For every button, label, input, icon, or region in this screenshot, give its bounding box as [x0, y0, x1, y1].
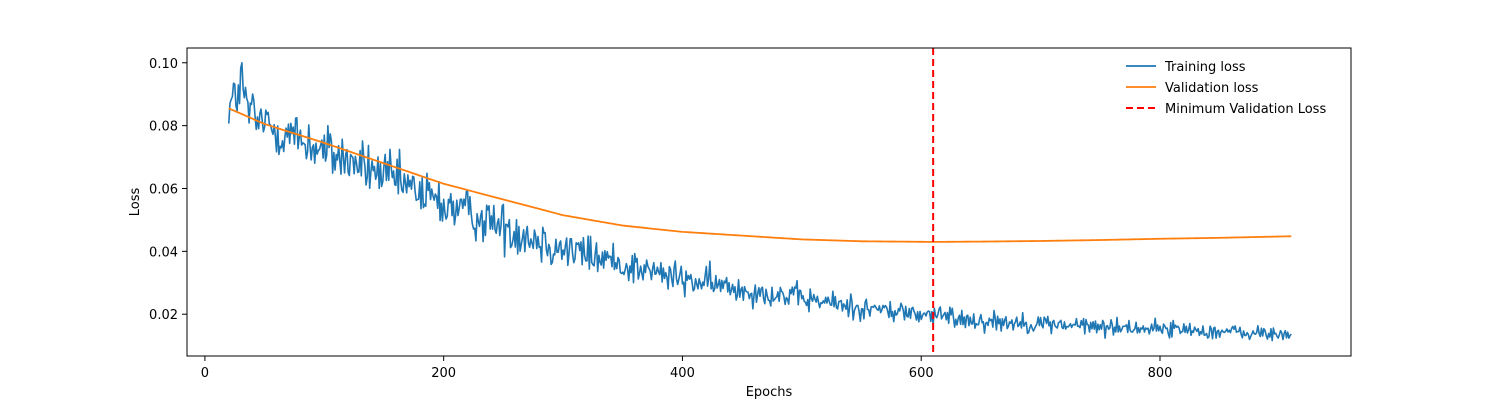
- x-tick-label: 400: [670, 366, 695, 381]
- y-axis-label: Loss: [128, 188, 143, 217]
- x-axis-label: Epochs: [746, 385, 793, 400]
- plot-area: [227, 48, 1292, 356]
- validation-loss-line: [228, 107, 1292, 243]
- legend: Training loss Validation loss Minimum Vali…: [1126, 60, 1326, 117]
- y-tick-label: 0.10: [149, 57, 178, 72]
- legend-label: Minimum Validation Loss: [1165, 102, 1326, 117]
- legend-label: Validation loss: [1165, 81, 1259, 96]
- y-tick-label: 0.08: [149, 120, 178, 135]
- x-tick-label: 0: [201, 366, 209, 381]
- training-loss-line: [227, 61, 1292, 342]
- y-tick-label: 0.06: [149, 182, 178, 197]
- y-tick-label: 0.04: [149, 245, 178, 260]
- x-tick-label: 800: [1148, 366, 1173, 381]
- plot-frame: [186, 47, 1352, 357]
- x-tick-label: 200: [431, 366, 456, 381]
- axes: 0 200 400 600 800 0.02 0.04 0.06 0.08 0.10: [149, 47, 1352, 381]
- x-tick-label: 600: [909, 366, 934, 381]
- y-tick-label: 0.02: [149, 308, 178, 323]
- legend-label: Training loss: [1164, 60, 1246, 75]
